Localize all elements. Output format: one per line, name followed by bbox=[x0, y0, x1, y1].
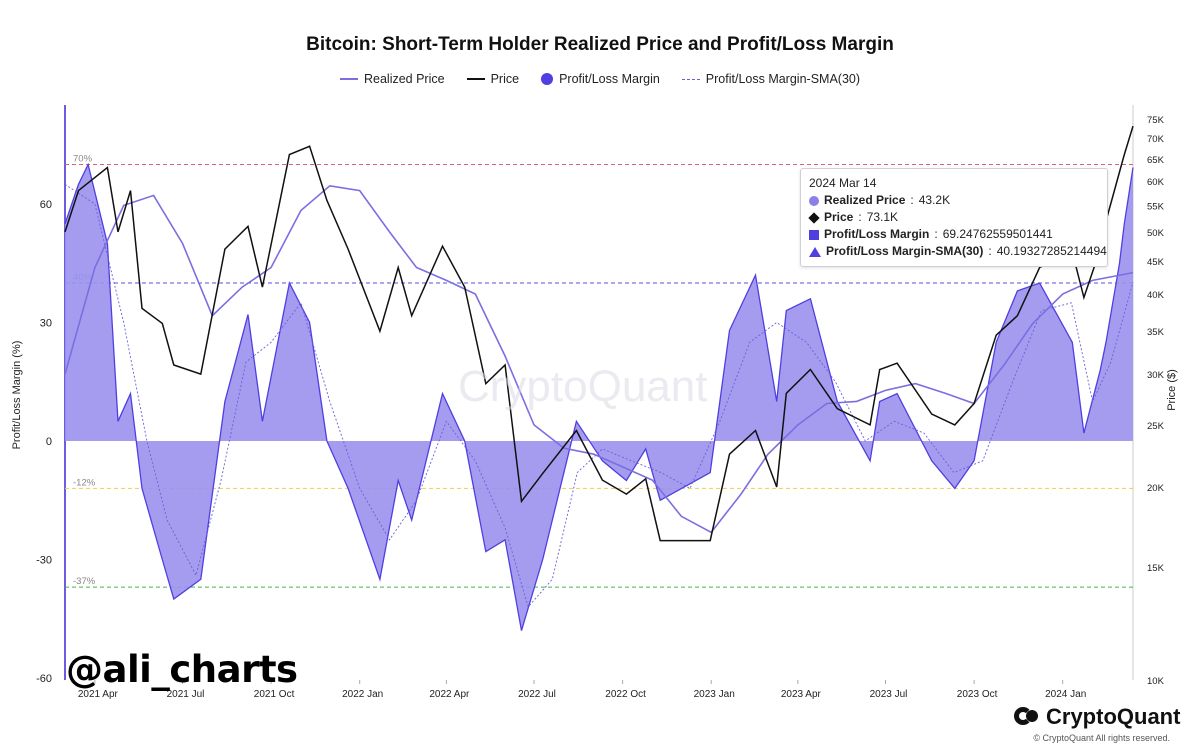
legend-label: Price bbox=[490, 72, 520, 86]
legend-item-realized-price[interactable]: Realized Price bbox=[339, 72, 445, 86]
legend-label: Profit/Loss Margin bbox=[559, 72, 660, 86]
pl-margin-swatch bbox=[541, 73, 554, 85]
x-tick-label: 2022 Jan bbox=[342, 689, 383, 700]
y-tick-right: 25K bbox=[1147, 421, 1165, 432]
y-tick-right: 20K bbox=[1147, 483, 1165, 494]
y-tick-right: 30K bbox=[1147, 370, 1165, 381]
reference-line-label: -12% bbox=[73, 477, 96, 488]
y-tick-right: 65K bbox=[1147, 155, 1165, 166]
pl-margin-sma-line bbox=[64, 183, 1134, 608]
price-line bbox=[64, 125, 1134, 542]
x-tick-label: 2021 Apr bbox=[78, 689, 119, 700]
chart-tooltip: 2024 Mar 14 Realized Price: 43.2K Price:… bbox=[800, 168, 1108, 267]
y-tick-right: 35K bbox=[1147, 327, 1165, 338]
reference-line-label: 70% bbox=[73, 154, 93, 165]
y-tick-right: 70K bbox=[1147, 134, 1165, 145]
x-tick-label: 2023 Jul bbox=[870, 689, 908, 700]
tooltip-value: 69.24762559501441 bbox=[942, 227, 1053, 241]
y-tick-right: 15K bbox=[1147, 563, 1165, 574]
y-tick-left: -30 bbox=[36, 555, 52, 567]
y-tick-right: 40K bbox=[1147, 290, 1165, 301]
x-tick-label: 2021 Jul bbox=[167, 689, 205, 700]
x-tick-label: 2022 Oct bbox=[605, 689, 646, 700]
triangle-icon bbox=[809, 246, 821, 257]
x-tick-label: 2022 Apr bbox=[429, 689, 470, 700]
x-tick-label: 2023 Oct bbox=[957, 689, 998, 700]
tooltip-row-pl-margin-sma: Profit/Loss Margin-SMA(30): 40.193272852… bbox=[809, 243, 1107, 260]
y-tick-left: 60 bbox=[40, 199, 52, 211]
pl-margin-line bbox=[64, 162, 1134, 631]
realized-price-line bbox=[64, 184, 1134, 534]
cryptoquant-logo-icon bbox=[1014, 707, 1040, 727]
x-tick-label: 2023 Jan bbox=[694, 689, 735, 700]
chart-title: Bitcoin: Short-Term Holder Realized Pric… bbox=[306, 34, 894, 55]
reference-line-label: -37% bbox=[73, 576, 96, 587]
author-handle: @ali_charts bbox=[66, 648, 298, 691]
y-axis-left-label: Profit/Loss Margin (%) bbox=[11, 340, 23, 450]
tooltip-name: Realized Price bbox=[824, 193, 906, 207]
square-icon bbox=[809, 229, 819, 240]
legend-label: Profit/Loss Margin-SMA(30) bbox=[705, 72, 861, 86]
tooltip-row-pl-margin: Profit/Loss Margin: 69.24762559501441 bbox=[809, 226, 1099, 243]
circle-icon bbox=[809, 195, 819, 206]
chart-legend: Realized Price Price Profit/Loss Margin … bbox=[0, 72, 1200, 86]
x-tick-label: 2021 Oct bbox=[254, 689, 295, 700]
y-tick-right: 55K bbox=[1147, 201, 1165, 212]
diamond-icon bbox=[808, 211, 820, 224]
realized-price-swatch bbox=[339, 78, 358, 80]
legend-label: Realized Price bbox=[363, 72, 445, 86]
y-tick-right: 45K bbox=[1147, 257, 1165, 268]
watermark: CryptoQuant bbox=[458, 362, 708, 411]
brand-logo: CryptoQuant bbox=[1014, 704, 1180, 730]
tooltip-name: Profit/Loss Margin bbox=[824, 227, 930, 241]
tooltip-row-realized-price: Realized Price: 43.2K bbox=[809, 192, 1099, 209]
tooltip-value: 73.1K bbox=[866, 210, 899, 224]
x-tick-label: 2024 Jan bbox=[1045, 689, 1086, 700]
y-axis-right-label: Price ($) bbox=[1166, 369, 1178, 411]
copyright-text: © CryptoQuant All rights reserved. bbox=[1033, 733, 1170, 743]
x-tick-label: 2023 Apr bbox=[781, 689, 822, 700]
y-tick-right: 75K bbox=[1147, 115, 1165, 126]
tooltip-value: 43.2K bbox=[918, 193, 951, 207]
y-tick-right: 10K bbox=[1147, 676, 1165, 687]
tooltip-name: Profit/Loss Margin-SMA(30) bbox=[826, 244, 984, 258]
x-tick-label: 2022 Jul bbox=[518, 689, 556, 700]
tooltip-value: 40.19327285214494 bbox=[996, 244, 1107, 258]
tooltip-row-price: Price: 73.1K bbox=[808, 209, 1099, 226]
legend-item-pl-margin[interactable]: Profit/Loss Margin bbox=[541, 72, 660, 86]
tooltip-date: 2024 Mar 14 bbox=[809, 176, 877, 190]
y-tick-right: 50K bbox=[1147, 228, 1165, 239]
y-tick-right: 60K bbox=[1147, 177, 1165, 188]
price-swatch bbox=[466, 78, 485, 80]
y-tick-left: -60 bbox=[36, 673, 52, 685]
brand-name: CryptoQuant bbox=[1046, 704, 1181, 729]
pl-margin-area bbox=[65, 164, 1133, 631]
legend-item-pl-margin-sma[interactable]: Profit/Loss Margin-SMA(30) bbox=[681, 72, 861, 86]
pl-margin-sma-swatch bbox=[681, 78, 700, 80]
y-tick-left: 0 bbox=[46, 436, 52, 448]
legend-item-price[interactable]: Price bbox=[466, 72, 520, 86]
y-tick-left: 30 bbox=[40, 318, 52, 330]
tooltip-name: Price bbox=[824, 210, 854, 224]
